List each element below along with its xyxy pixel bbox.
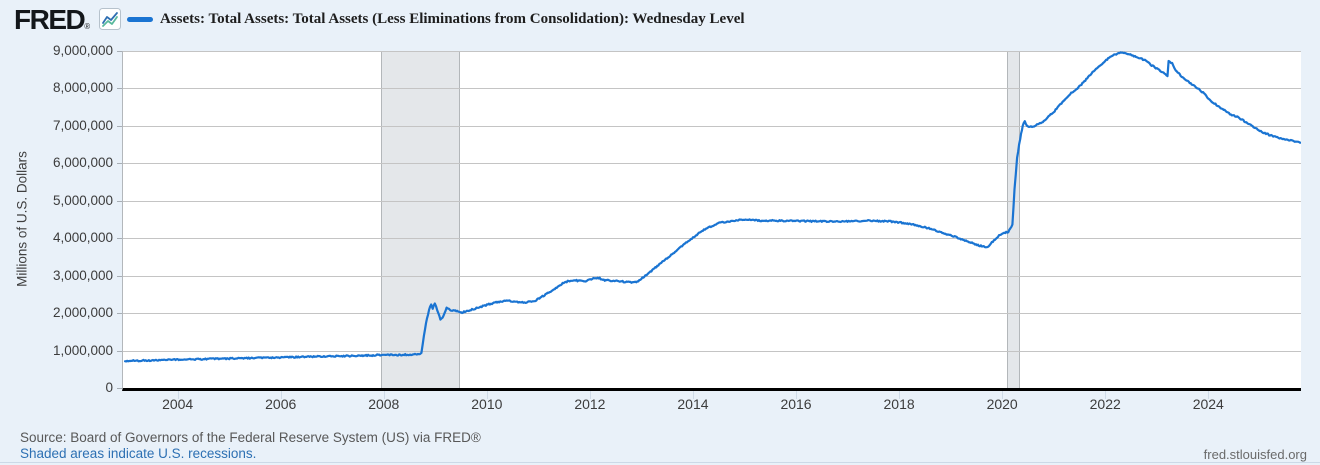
series-title: Assets: Total Assets: Total Assets (Less… bbox=[160, 11, 745, 27]
fred-graph-icon bbox=[99, 8, 121, 30]
x-tick-label: 2024 bbox=[1192, 396, 1224, 412]
y-tick-mark bbox=[117, 200, 122, 202]
y-tick-label: 8,000,000 bbox=[52, 80, 113, 96]
y-tick-mark bbox=[117, 275, 122, 277]
x-tick-mark bbox=[899, 391, 901, 399]
x-tick-mark bbox=[692, 391, 694, 399]
y-tick-label: 7,000,000 bbox=[52, 117, 113, 133]
x-tick-mark bbox=[383, 391, 385, 399]
y-axis-title: Millions of U.S. Dollars bbox=[14, 151, 30, 287]
series-line bbox=[123, 51, 1301, 363]
y-tick-label: 9,000,000 bbox=[52, 43, 113, 58]
plot-area bbox=[122, 51, 1301, 391]
y-tick-label: 2,000,000 bbox=[52, 305, 113, 321]
gridline bbox=[123, 200, 1301, 202]
y-tick-mark bbox=[117, 238, 122, 240]
x-tick-mark bbox=[1208, 391, 1210, 399]
x-tick-mark bbox=[486, 391, 488, 399]
x-tick-label: 2012 bbox=[574, 396, 606, 412]
x-tick-label: 2016 bbox=[780, 396, 812, 412]
y-tick-label: 6,000,000 bbox=[52, 155, 113, 171]
legend-line-swatch bbox=[127, 17, 153, 22]
y-tick-label: 4,000,000 bbox=[52, 230, 113, 246]
x-tick-label: 2018 bbox=[883, 396, 915, 412]
registered-mark: ® bbox=[84, 22, 91, 31]
fred-logo[interactable]: FRED® bbox=[14, 4, 90, 36]
x-tick-mark bbox=[796, 391, 798, 399]
x-tick-label: 2004 bbox=[162, 396, 194, 412]
y-tick-label: 0 bbox=[105, 380, 113, 395]
gridline bbox=[123, 275, 1301, 277]
recession-band bbox=[380, 51, 460, 388]
x-tick-mark bbox=[1105, 391, 1107, 399]
gridline bbox=[123, 350, 1301, 352]
gridline bbox=[123, 51, 1301, 52]
bottom-divider bbox=[0, 462, 1320, 463]
data-line-chart bbox=[123, 51, 1301, 363]
y-tick-label: 3,000,000 bbox=[52, 267, 113, 283]
x-tick-mark bbox=[589, 391, 591, 399]
x-tick-label: 2020 bbox=[986, 396, 1018, 412]
x-tick-label: 2008 bbox=[368, 396, 400, 412]
y-tick-mark bbox=[117, 388, 122, 389]
x-tick-mark bbox=[1002, 391, 1004, 399]
x-tick-mark bbox=[280, 391, 282, 399]
gridline bbox=[123, 238, 1301, 240]
y-tick-mark bbox=[117, 313, 122, 315]
y-tick-label: 5,000,000 bbox=[52, 192, 113, 208]
recession-note-link[interactable]: Shaded areas indicate U.S. recessions. bbox=[20, 446, 257, 461]
gridline bbox=[123, 125, 1301, 127]
site-link[interactable]: fred.stlouisfed.org bbox=[1203, 447, 1307, 462]
x-tick-label: 2006 bbox=[265, 396, 297, 412]
gridline bbox=[123, 163, 1301, 165]
y-tick-mark bbox=[117, 163, 122, 165]
x-tick-label: 2022 bbox=[1089, 396, 1121, 412]
gridline bbox=[123, 88, 1301, 90]
y-tick-mark bbox=[117, 88, 122, 90]
y-tick-mark bbox=[117, 51, 122, 52]
fred-logo-text: FRED bbox=[14, 4, 86, 35]
x-tick-mark bbox=[177, 391, 179, 399]
x-tick-label: 2014 bbox=[677, 396, 709, 412]
source-text: Source: Board of Governors of the Federa… bbox=[20, 430, 481, 445]
x-tick-label: 2010 bbox=[471, 396, 503, 412]
gridline bbox=[123, 313, 1301, 315]
y-tick-label: 1,000,000 bbox=[52, 342, 113, 358]
y-tick-mark bbox=[117, 350, 122, 352]
y-tick-mark bbox=[117, 125, 122, 127]
